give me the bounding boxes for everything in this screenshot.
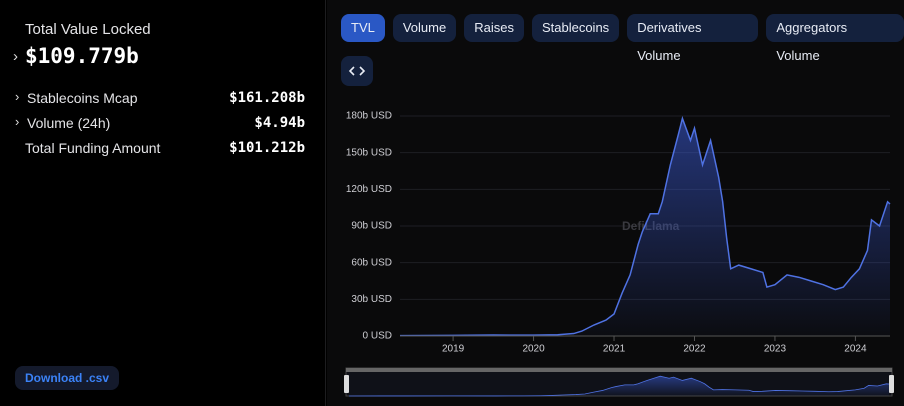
tabs: TVL Volume Raises Stablecoins Derivatives Vo… (341, 14, 904, 63)
y-tick-label: 150b USD (346, 147, 392, 158)
row-label: Total Funding Amount (25, 140, 161, 156)
chevron: › (13, 48, 18, 65)
tvl-total: $109.779b (25, 44, 139, 68)
row-label[interactable]: Volume (24h) (27, 115, 111, 131)
x-tick-label: 2022 (683, 344, 706, 355)
x-tick-label: 2021 (603, 344, 626, 355)
chart-panel (327, 0, 904, 406)
chevron[interactable]: › (15, 89, 20, 104)
y-tick-label: 30b USD (351, 294, 392, 305)
y-tick-label: 90b USD (351, 221, 392, 232)
embed-icon (348, 66, 366, 76)
row-value: $4.94b (254, 115, 305, 131)
x-tick-label: 2019 (442, 344, 465, 355)
chevron[interactable]: › (15, 114, 20, 129)
x-tick-label: 2020 (522, 344, 545, 355)
y-tick-label: 120b USD (346, 184, 392, 195)
navigator-handle[interactable] (344, 375, 349, 393)
navigator-line (348, 375, 890, 397)
tab[interactable]: Volume (392, 14, 457, 42)
tvl-line (399, 115, 891, 337)
download-button[interactable]: Download .csv (15, 366, 120, 390)
x-tick-label: 2023 (764, 344, 787, 355)
tab[interactable]: Raises (464, 14, 524, 42)
y-tick-label: 0 USD (363, 331, 392, 342)
tvl-title: Total Value Locked (25, 21, 151, 38)
y-tick-label: 180b USD (346, 111, 392, 122)
tab[interactable]: TVL (341, 14, 385, 42)
navigator-handle[interactable] (889, 375, 894, 393)
row-label[interactable]: Stablecoins Mcap (27, 90, 138, 106)
y-tick-label: 60b USD (351, 257, 392, 268)
sidebar: Total Value Locked › $109.779b › Stablec… (0, 0, 326, 406)
x-tick-label: 2024 (844, 344, 867, 355)
tab[interactable]: Aggregators Volume (766, 14, 904, 63)
navigator-bar[interactable] (346, 368, 892, 372)
tab[interactable]: Stablecoins (531, 14, 620, 42)
row-value: $101.212b (229, 140, 305, 156)
embed-button[interactable] (341, 56, 373, 86)
row-value: $161.208b (229, 90, 305, 106)
tab[interactable]: Derivatives Volume (627, 14, 759, 63)
chart: 0 USD 30b USD 60b USD 90b USD 120b USD 150b U… (344, 111, 894, 397)
